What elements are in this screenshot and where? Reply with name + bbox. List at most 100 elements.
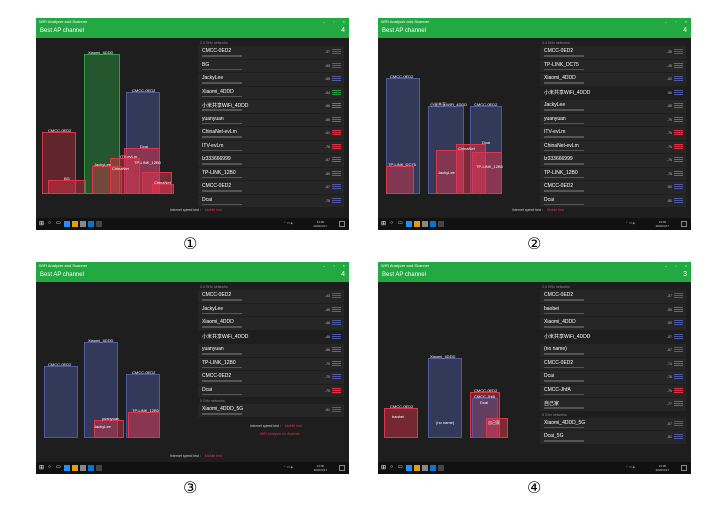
close-icon[interactable]: ×: [342, 19, 345, 24]
minimize-icon[interactable]: –: [322, 263, 325, 268]
task-view-icon[interactable]: ▭: [56, 464, 61, 470]
network-row[interactable]: Xiaomi_4DDD -46: [198, 317, 344, 331]
taskbar-clock[interactable]: 13:06 2020/4/17: [656, 220, 669, 228]
speed-test-link[interactable]: Mobile test: [284, 423, 302, 428]
network-bar[interactable]: [386, 166, 414, 194]
network-row[interactable]: lz333666999 -67: [198, 154, 344, 168]
file-explorer-icon[interactable]: [414, 465, 420, 471]
network-row[interactable]: CMCC-0ED2 -37: [198, 46, 344, 60]
close-icon[interactable]: ×: [684, 19, 687, 24]
network-row[interactable]: Xiaomi_4DDD_5G -57: [540, 417, 686, 431]
wifi-analyzer-app-icon[interactable]: [438, 221, 444, 227]
network-row[interactable]: CMCC-0ED2 -70: [198, 371, 344, 385]
network-bar[interactable]: [94, 420, 124, 438]
network-row[interactable]: Dcai -75: [198, 384, 344, 398]
network-row[interactable]: Xiaomi_4DDD -59: [540, 317, 686, 331]
network-bar[interactable]: [428, 358, 462, 438]
maximize-icon[interactable]: ▫: [333, 263, 335, 268]
speed-test-link[interactable]: Mobile test: [204, 454, 222, 458]
close-icon[interactable]: ×: [342, 263, 345, 268]
network-row[interactable]: 自己家 -77: [540, 398, 686, 412]
network-row[interactable]: Xiaomi_4DDD -54: [198, 86, 344, 100]
network-row[interactable]: CMCC-0ED2 -74: [540, 357, 686, 371]
network-row[interactable]: yuanyuan -65: [198, 113, 344, 127]
network-bar[interactable]: [472, 398, 498, 438]
network-row[interactable]: TP-LINK_DC75 -45: [540, 59, 686, 73]
edge-browser-icon[interactable]: [64, 221, 70, 227]
file-explorer-icon[interactable]: [72, 465, 78, 471]
network-row[interactable]: ITV-evLm -76: [540, 127, 686, 141]
network-bar[interactable]: [152, 184, 174, 194]
network-row-selected[interactable]: 小米共享WiFi_4DDD -56: [540, 86, 686, 100]
network-row[interactable]: yuanyuan -66: [198, 344, 344, 358]
store-icon[interactable]: [422, 465, 428, 471]
speed-test-link[interactable]: Mobile test: [546, 208, 564, 212]
network-row[interactable]: Dcai_5G -81: [540, 431, 686, 445]
network-row[interactable]: CMCC-0ED2 -80: [540, 181, 686, 195]
edge-browser-icon[interactable]: [406, 465, 412, 471]
network-row[interactable]: TP-LINK_12B0 -70: [198, 357, 344, 371]
speed-test-link[interactable]: Mobile test: [204, 208, 222, 212]
search-icon[interactable]: ○: [48, 464, 52, 470]
network-row[interactable]: ChinaNet-evLm -61: [198, 127, 344, 141]
windows-start-icon[interactable]: ⊞: [381, 221, 387, 227]
tray-icons[interactable]: ⌃ ▭ ◈: [625, 465, 635, 469]
edge-browser-icon[interactable]: [406, 221, 412, 227]
network-row[interactable]: baobei -59: [540, 303, 686, 317]
network-bar[interactable]: [384, 408, 418, 438]
close-icon[interactable]: ×: [684, 263, 687, 268]
network-row[interactable]: 小米共享WiFi_4DDD -56: [198, 100, 344, 114]
windows-start-icon[interactable]: ⊞: [381, 465, 387, 471]
wifi-analyzer-app-icon[interactable]: [438, 465, 444, 471]
wifi-analyzer-app-icon[interactable]: [96, 465, 102, 471]
network-row[interactable]: ChinaNet-evLm -76: [540, 140, 686, 154]
network-bar[interactable]: [44, 366, 78, 438]
network-row[interactable]: TP-LINK_12B0 -80: [198, 167, 344, 181]
minimize-icon[interactable]: –: [322, 19, 325, 24]
network-bar[interactable]: [84, 342, 118, 438]
network-row[interactable]: CMCC-0ED2 -35: [540, 46, 686, 60]
task-view-icon[interactable]: ▭: [56, 220, 61, 226]
network-row[interactable]: TP-LINK_12B0 -78: [540, 167, 686, 181]
file-explorer-icon[interactable]: [72, 221, 78, 227]
network-row[interactable]: CMCC-0ED2 -43: [198, 290, 344, 304]
maximize-icon[interactable]: ▫: [675, 19, 677, 24]
maximize-icon[interactable]: ▫: [333, 19, 335, 24]
network-bar[interactable]: [48, 180, 86, 194]
network-row[interactable]: JackyLee -68: [540, 100, 686, 114]
search-icon[interactable]: ○: [48, 220, 52, 226]
network-row-selected[interactable]: 小米共享WiFi_4DDD -57: [540, 330, 686, 344]
network-row[interactable]: ITV-evLm -76: [198, 140, 344, 154]
network-row[interactable]: Dcai -76: [540, 371, 686, 385]
store-icon[interactable]: [422, 221, 428, 227]
network-row[interactable]: CMCC-0ED2 -37: [540, 290, 686, 304]
file-explorer-icon[interactable]: [414, 221, 420, 227]
store-icon[interactable]: [80, 221, 86, 227]
taskbar-clock[interactable]: 13:06 2020/4/17: [314, 220, 327, 228]
network-row[interactable]: Dcai -80: [540, 194, 686, 208]
edge-browser-icon[interactable]: [64, 465, 70, 471]
notification-icon[interactable]: [339, 465, 345, 471]
network-bar[interactable]: [472, 152, 502, 194]
network-row[interactable]: yuanyuan -70: [540, 113, 686, 127]
tray-icons[interactable]: ⌃ ▭ ◈: [283, 465, 293, 469]
network-row[interactable]: CMCC-0ED2 -67: [198, 181, 344, 195]
mail-icon[interactable]: [88, 221, 94, 227]
wifi-analyzer-app-icon[interactable]: [96, 221, 102, 227]
windows-start-icon[interactable]: ⊞: [39, 221, 45, 227]
task-view-icon[interactable]: ▭: [398, 220, 403, 226]
network-row-selected[interactable]: 小米共享WiFi_4DDD -46: [198, 330, 344, 344]
network-bar[interactable]: [128, 412, 160, 438]
mail-icon[interactable]: [430, 465, 436, 471]
mail-icon[interactable]: [88, 465, 94, 471]
network-row[interactable]: (no name) -57: [540, 344, 686, 358]
network-bar[interactable]: [42, 132, 76, 194]
network-bar[interactable]: [486, 418, 508, 438]
network-row[interactable]: Xiaomi_4DDD -52: [540, 73, 686, 87]
task-view-icon[interactable]: ▭: [398, 464, 403, 470]
network-row[interactable]: BG -53: [198, 59, 344, 73]
network-row[interactable]: JackyLee -45: [198, 303, 344, 317]
network-bar[interactable]: [386, 78, 420, 194]
android-link[interactable]: WiFi Analyzer for Android: [198, 432, 344, 436]
android-link-text[interactable]: WiFi Analyzer for Android: [260, 431, 300, 436]
